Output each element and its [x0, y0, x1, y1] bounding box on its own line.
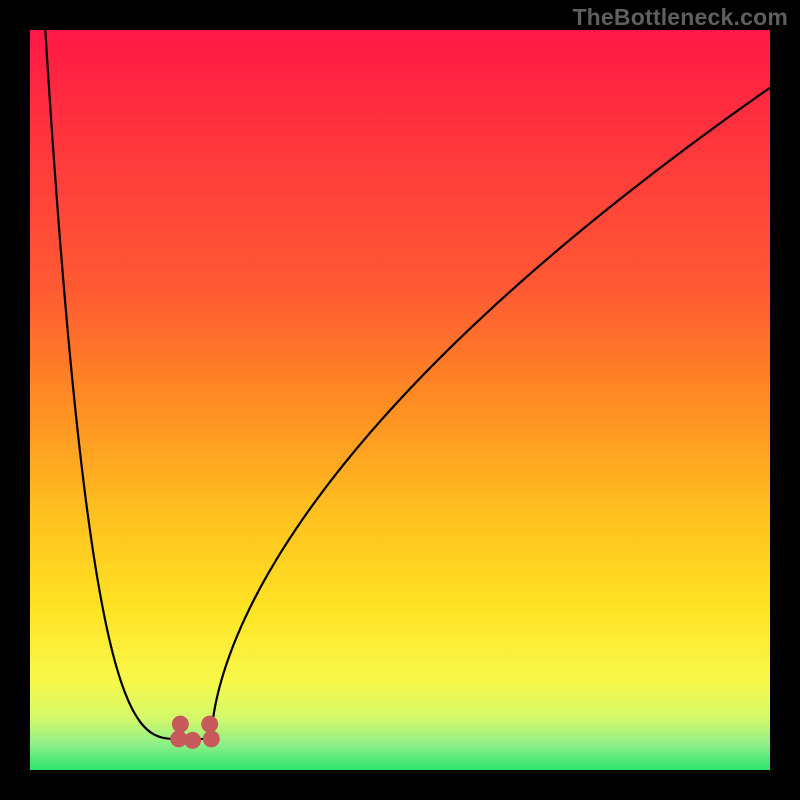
- dip-marker-dot: [184, 732, 201, 749]
- dip-marker-dot: [201, 716, 218, 733]
- dip-marker-dot: [203, 730, 220, 747]
- chart-root: TheBottleneck.com: [0, 0, 800, 800]
- dip-marker-dot: [172, 716, 189, 733]
- watermark-label: TheBottleneck.com: [572, 4, 788, 31]
- bottleneck-curve: [45, 30, 770, 739]
- curve-overlay: [30, 30, 770, 770]
- plot-area: [30, 30, 770, 770]
